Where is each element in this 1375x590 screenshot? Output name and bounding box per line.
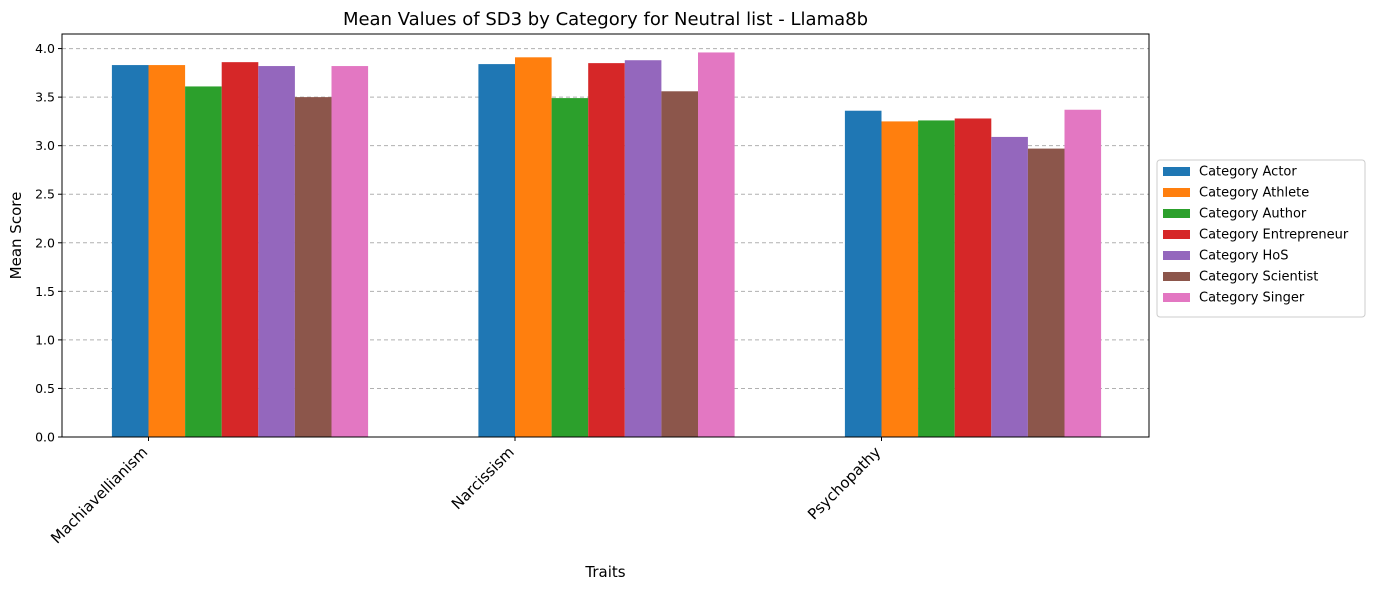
legend-swatch <box>1163 293 1190 302</box>
x-tick-label: Machiavellianism <box>47 443 151 547</box>
legend-swatch <box>1163 167 1190 176</box>
y-axis-ticks: 0.0 0.5 1.0 1.5 2.0 2.5 3.0 3.5 4.0 <box>35 41 62 445</box>
legend-label: Category Athlete <box>1199 186 1309 201</box>
bar <box>624 60 662 437</box>
plot-frame <box>61 33 1150 438</box>
chart-title: Mean Values of SD3 by Category for Neutr… <box>343 9 868 30</box>
bar <box>294 97 332 438</box>
y-axis-label: Mean Score <box>7 192 25 280</box>
bars <box>111 52 1102 438</box>
y-tick-label: 0.5 <box>35 381 55 396</box>
bar <box>148 65 186 437</box>
bar <box>1064 109 1102 438</box>
y-tick-label: 2.0 <box>35 235 55 250</box>
x-axis-ticks: Machiavellianism Narcissism Psychopathy <box>47 437 884 547</box>
x-tick-label: Psychopathy <box>804 443 884 523</box>
legend-label: Category Actor <box>1199 165 1297 180</box>
bar <box>661 91 698 437</box>
x-axis-label: Traits <box>584 563 625 581</box>
bar <box>111 65 149 437</box>
bar <box>991 136 1028 437</box>
bar <box>918 120 955 438</box>
y-tick-label: 2.5 <box>35 187 55 202</box>
legend-label: Category HoS <box>1199 249 1289 264</box>
legend: Category Actor Category Athlete Category A… <box>1156 159 1366 318</box>
bar <box>258 66 295 438</box>
legend-label: Category Author <box>1199 207 1307 222</box>
y-tick-label: 3.5 <box>35 90 55 105</box>
bar <box>515 57 552 438</box>
legend-swatch <box>1163 209 1190 218</box>
legend-label: Category Entrepreneur <box>1199 228 1349 243</box>
legend-swatch <box>1163 230 1190 239</box>
x-tick-label: Narcissism <box>448 443 518 513</box>
bar <box>331 66 369 438</box>
y-tick-label: 1.5 <box>35 284 55 299</box>
legend-label: Category Scientist <box>1199 270 1318 285</box>
bar <box>698 52 735 437</box>
y-tick-label: 0.0 <box>35 430 55 445</box>
y-tick-label: 1.0 <box>35 332 55 347</box>
bar <box>1027 148 1065 437</box>
legend-swatch <box>1163 272 1190 281</box>
y-tick-label: 3.0 <box>35 138 55 153</box>
bar <box>185 86 222 437</box>
bar <box>844 110 882 437</box>
bar <box>588 63 625 437</box>
y-tick-label: 4.0 <box>35 41 55 56</box>
legend-swatch <box>1163 251 1190 260</box>
legend-swatch <box>1163 188 1190 197</box>
bar <box>221 62 259 437</box>
bar <box>881 121 919 438</box>
bar <box>954 118 992 437</box>
bar <box>551 98 589 437</box>
legend-frame <box>1156 159 1366 318</box>
legend-label: Category Singer <box>1199 291 1305 306</box>
bar <box>478 64 515 437</box>
